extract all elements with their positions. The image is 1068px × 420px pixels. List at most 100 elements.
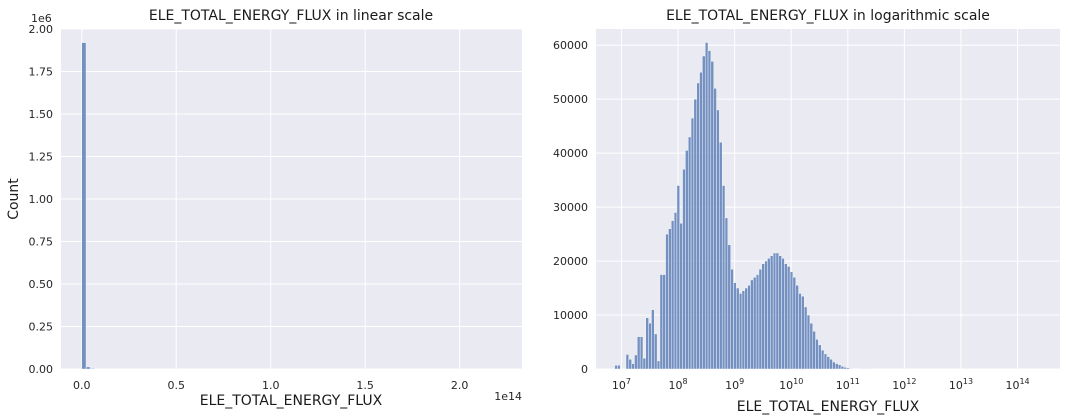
log-bar bbox=[778, 255, 782, 370]
linear-x-tick-label: 1.5 bbox=[356, 379, 374, 392]
log-chart-title: ELE_TOTAL_ENERGY_FLUX in logarithmic sca… bbox=[666, 8, 990, 24]
log-bar bbox=[696, 82, 700, 370]
log-bar bbox=[738, 293, 743, 370]
linear-scale-panel: 0.00 0.25 0.50 0.75 1.00 1.25 1.50 1.75 2.00 0.0… bbox=[6, 8, 522, 409]
log-bar bbox=[806, 314, 811, 370]
log-bar bbox=[787, 266, 791, 370]
log-bar bbox=[702, 55, 706, 370]
log-bar bbox=[656, 360, 661, 370]
linear-chart-title: ELE_TOTAL_ENERGY_FLUX in linear scale bbox=[149, 8, 433, 24]
log-bar bbox=[634, 354, 638, 370]
log-y-tick-labels: 0 10000 20000 30000 40000 50000 60000 bbox=[553, 39, 588, 376]
log-bar bbox=[770, 255, 774, 370]
linear-y-offset-label: 1e6 bbox=[31, 12, 52, 25]
log-bar bbox=[688, 136, 692, 370]
linear-bars bbox=[81, 42, 95, 370]
log-bar bbox=[707, 50, 712, 370]
log-bar bbox=[812, 331, 816, 370]
linear-x-offset-label: 1e14 bbox=[494, 390, 522, 403]
linear-y-tick-label: 0.75 bbox=[29, 236, 54, 249]
log-bar bbox=[832, 361, 836, 370]
log-bar bbox=[733, 282, 737, 370]
linear-bar bbox=[85, 366, 91, 370]
log-bar bbox=[642, 358, 646, 370]
log-bar bbox=[617, 365, 621, 370]
log-bars bbox=[614, 42, 873, 370]
log-bar bbox=[625, 354, 629, 370]
log-bar bbox=[724, 217, 729, 370]
linear-y-tick-labels: 0.00 0.25 0.50 0.75 1.00 1.25 1.50 1.75 2.00 bbox=[29, 23, 54, 376]
log-x-tick-label: 107 bbox=[612, 377, 631, 392]
log-x-tick-labels: 107 108 109 1010 1011 1012 1013 1014 bbox=[612, 377, 1030, 392]
log-bar bbox=[775, 252, 779, 370]
log-bar bbox=[721, 185, 726, 370]
log-x-tick-label: 108 bbox=[669, 377, 688, 392]
log-bar bbox=[826, 356, 830, 370]
log-bar bbox=[758, 268, 762, 370]
log-bar bbox=[730, 268, 734, 370]
log-bar bbox=[651, 309, 655, 370]
log-bar bbox=[705, 42, 709, 370]
log-bar bbox=[719, 142, 723, 370]
log-bar bbox=[764, 260, 768, 370]
log-x-tick-label: 1012 bbox=[892, 377, 916, 392]
log-x-tick-label: 1014 bbox=[1005, 377, 1029, 392]
log-bar bbox=[809, 322, 813, 370]
log-bar bbox=[747, 285, 751, 370]
linear-x-tick-labels: 0.0 0.5 1.0 1.5 2.0 bbox=[73, 379, 468, 392]
log-bar bbox=[659, 274, 663, 370]
log-bar bbox=[654, 333, 658, 370]
log-bar bbox=[676, 185, 680, 370]
log-bar bbox=[821, 349, 825, 370]
log-bar bbox=[690, 117, 695, 370]
log-bar bbox=[837, 364, 842, 370]
linear-y-tick-label: 0.25 bbox=[29, 321, 54, 334]
log-y-tick-label: 30000 bbox=[553, 201, 588, 214]
log-bar bbox=[795, 285, 799, 370]
log-bar bbox=[614, 365, 618, 370]
linear-x-tick-label: 0.5 bbox=[168, 379, 186, 392]
log-y-tick-label: 40000 bbox=[553, 147, 588, 160]
log-bar bbox=[645, 317, 649, 370]
log-bar bbox=[829, 359, 833, 370]
linear-y-tick-label: 1.75 bbox=[29, 66, 54, 79]
log-bar bbox=[792, 277, 796, 370]
log-x-axis-label: ELE_TOTAL_ENERGY_FLUX bbox=[737, 399, 920, 415]
log-bar bbox=[671, 220, 675, 370]
linear-x-tick-label: 0.0 bbox=[73, 379, 91, 392]
linear-y-tick-label: 2.00 bbox=[29, 23, 54, 36]
log-bar bbox=[699, 71, 703, 370]
log-bar bbox=[846, 367, 850, 370]
log-bar bbox=[755, 274, 760, 370]
linear-y-tick-label: 0.50 bbox=[29, 278, 54, 291]
log-bar bbox=[679, 223, 683, 370]
log-bar bbox=[835, 363, 839, 370]
log-bar bbox=[631, 363, 635, 370]
log-bar bbox=[781, 258, 785, 370]
log-x-tick-label: 109 bbox=[725, 377, 744, 392]
log-bar bbox=[801, 295, 805, 370]
log-bar bbox=[693, 98, 697, 370]
log-bar bbox=[804, 306, 808, 370]
log-y-tick-label: 20000 bbox=[553, 255, 588, 268]
log-bar bbox=[843, 367, 847, 370]
log-bar bbox=[798, 293, 802, 370]
log-bar bbox=[815, 339, 819, 370]
linear-x-axis-label: ELE_TOTAL_ENERGY_FLUX bbox=[200, 393, 383, 409]
log-bar bbox=[685, 150, 689, 370]
log-bar bbox=[710, 61, 714, 370]
log-bar bbox=[639, 336, 644, 370]
linear-y-tick-label: 1.25 bbox=[29, 151, 54, 164]
log-bar bbox=[772, 252, 777, 370]
linear-y-tick-label: 1.50 bbox=[29, 108, 54, 121]
log-bar bbox=[673, 212, 678, 370]
log-bar bbox=[682, 169, 686, 370]
log-bar bbox=[753, 277, 757, 370]
log-y-tick-label: 50000 bbox=[553, 93, 588, 106]
log-bar bbox=[784, 263, 788, 370]
linear-x-tick-label: 2.0 bbox=[451, 379, 469, 392]
log-y-tick-label: 0 bbox=[581, 363, 588, 376]
linear-y-axis-label: Count bbox=[6, 178, 22, 220]
log-bar bbox=[713, 88, 717, 370]
